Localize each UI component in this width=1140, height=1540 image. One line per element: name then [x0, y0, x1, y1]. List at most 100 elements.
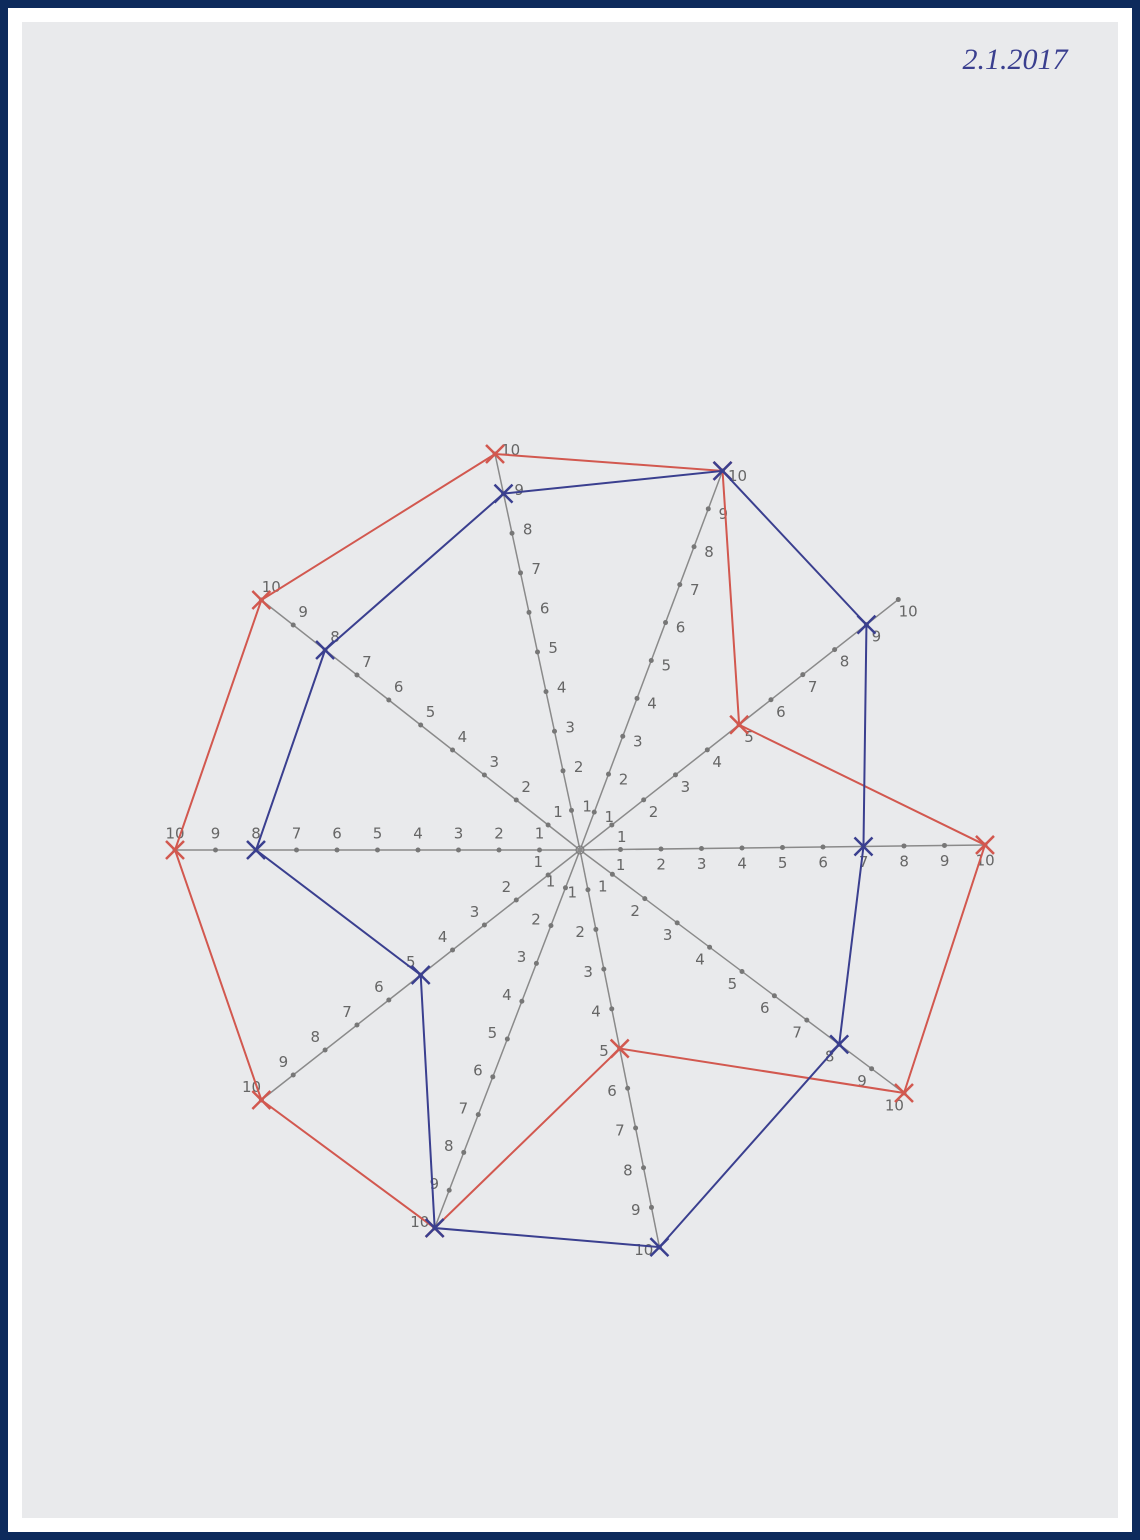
tick-mark: [323, 1048, 328, 1053]
tick-mark: [707, 945, 712, 950]
tick-label: 4: [647, 694, 657, 712]
tick-label: 1: [535, 825, 545, 843]
tick-mark: [354, 1023, 359, 1028]
tick-mark: [519, 999, 524, 1004]
tick-label: 1: [567, 883, 577, 901]
tick-mark: [546, 873, 551, 878]
tick-mark: [658, 846, 663, 851]
date: 2.1.2017: [963, 43, 1070, 76]
tick-label: 7: [615, 1122, 625, 1140]
tick-label: 9: [211, 825, 221, 843]
tick-label: 9: [298, 603, 308, 621]
tick-mark: [585, 887, 590, 892]
tick-mark: [673, 772, 678, 777]
tick-mark: [213, 848, 218, 853]
tick-mark: [942, 843, 947, 848]
tick-label: 10: [728, 467, 747, 485]
tick-label: 7: [292, 825, 302, 843]
tick-label: 10: [899, 603, 918, 621]
tick-mark: [375, 848, 380, 853]
tick-mark: [699, 846, 704, 851]
tick-mark: [641, 797, 646, 802]
tick-mark: [497, 848, 502, 853]
tick-mark: [606, 772, 611, 777]
tick-label: 5: [426, 703, 436, 721]
tick-mark: [546, 822, 551, 827]
tick-label: 6: [473, 1062, 483, 1080]
tick-label: 4: [591, 1002, 601, 1020]
tick-label: 4: [438, 928, 448, 946]
tick-mark: [482, 923, 487, 928]
tick-label: 6: [676, 619, 686, 637]
tick-label: 2: [630, 902, 640, 920]
tick-mark: [633, 1125, 638, 1130]
tick-mark: [705, 747, 710, 752]
tick-label: 7: [459, 1099, 469, 1117]
tick-mark: [561, 768, 566, 773]
tick-mark: [609, 1006, 614, 1011]
tick-label: 6: [394, 678, 404, 696]
tick-label: 2: [494, 825, 504, 843]
tick-mark: [610, 872, 615, 877]
tick-label: 4: [458, 728, 468, 746]
tick-mark: [514, 797, 519, 802]
tick-label: 8: [444, 1137, 454, 1155]
series-line: [256, 471, 866, 1247]
tick-label: 7: [690, 581, 700, 599]
tick-mark: [739, 845, 744, 850]
tick-label: 1: [533, 853, 543, 871]
tick-label: 6: [760, 999, 770, 1017]
tick-mark: [593, 927, 598, 932]
tick-label: 5: [661, 657, 671, 675]
tick-label: 8: [310, 1028, 320, 1046]
tick-mark: [354, 672, 359, 677]
tick-label: 3: [681, 778, 691, 796]
tick-mark: [482, 772, 487, 777]
tick-label: 7: [792, 1023, 802, 1041]
tick-label: 2: [531, 910, 541, 928]
tick-label: 5: [728, 975, 738, 993]
tick-mark: [675, 920, 680, 925]
tick-label: 2: [521, 778, 531, 796]
tick-mark: [592, 810, 597, 815]
tick-mark: [335, 848, 340, 853]
tick-label: 3: [490, 753, 500, 771]
tick-label: 3: [697, 855, 707, 873]
tick-mark: [804, 1018, 809, 1023]
tick-mark: [706, 506, 711, 511]
tick-mark: [461, 1150, 466, 1155]
tick-label: 4: [413, 825, 423, 843]
tick-label: 8: [704, 543, 714, 561]
tick-label: 1: [616, 856, 626, 874]
tick-label: 3: [565, 718, 575, 736]
tick-label: 3: [583, 963, 593, 981]
tick-label: 6: [332, 825, 342, 843]
tick-mark: [518, 570, 523, 575]
tick-label: 7: [342, 1003, 352, 1021]
tick-mark: [510, 531, 515, 536]
tick-mark: [780, 845, 785, 850]
tick-label: 4: [557, 679, 567, 697]
tick-mark: [649, 1205, 654, 1210]
tick-mark: [677, 582, 682, 587]
tick-label: 9: [631, 1201, 641, 1219]
tick-mark: [563, 885, 568, 890]
tick-label: 8: [623, 1161, 633, 1179]
tick-mark: [476, 1112, 481, 1117]
tick-mark: [869, 1066, 874, 1071]
tick-mark: [418, 722, 423, 727]
tick-label: 6: [607, 1082, 617, 1100]
tick-label: 1: [598, 878, 608, 896]
tick-mark: [456, 848, 461, 853]
tick-label: 2: [649, 803, 659, 821]
point-marker: [252, 1091, 270, 1109]
tick-mark: [291, 622, 296, 627]
chart: 2.1.2017 1 2 3 4 5 6 7 8 9 10 1 2 3 4 5 6 7 8 9 10 1 2 3 4 5 6 7 8 9…: [0, 0, 1140, 1540]
tick-label: 8: [523, 520, 533, 538]
tick-label: 7: [531, 560, 541, 578]
tick-label: 5: [599, 1042, 609, 1060]
tick-mark: [569, 808, 574, 813]
tick-label: 5: [778, 854, 788, 872]
tick-label: 4: [695, 951, 705, 969]
tick-mark: [447, 1188, 452, 1193]
